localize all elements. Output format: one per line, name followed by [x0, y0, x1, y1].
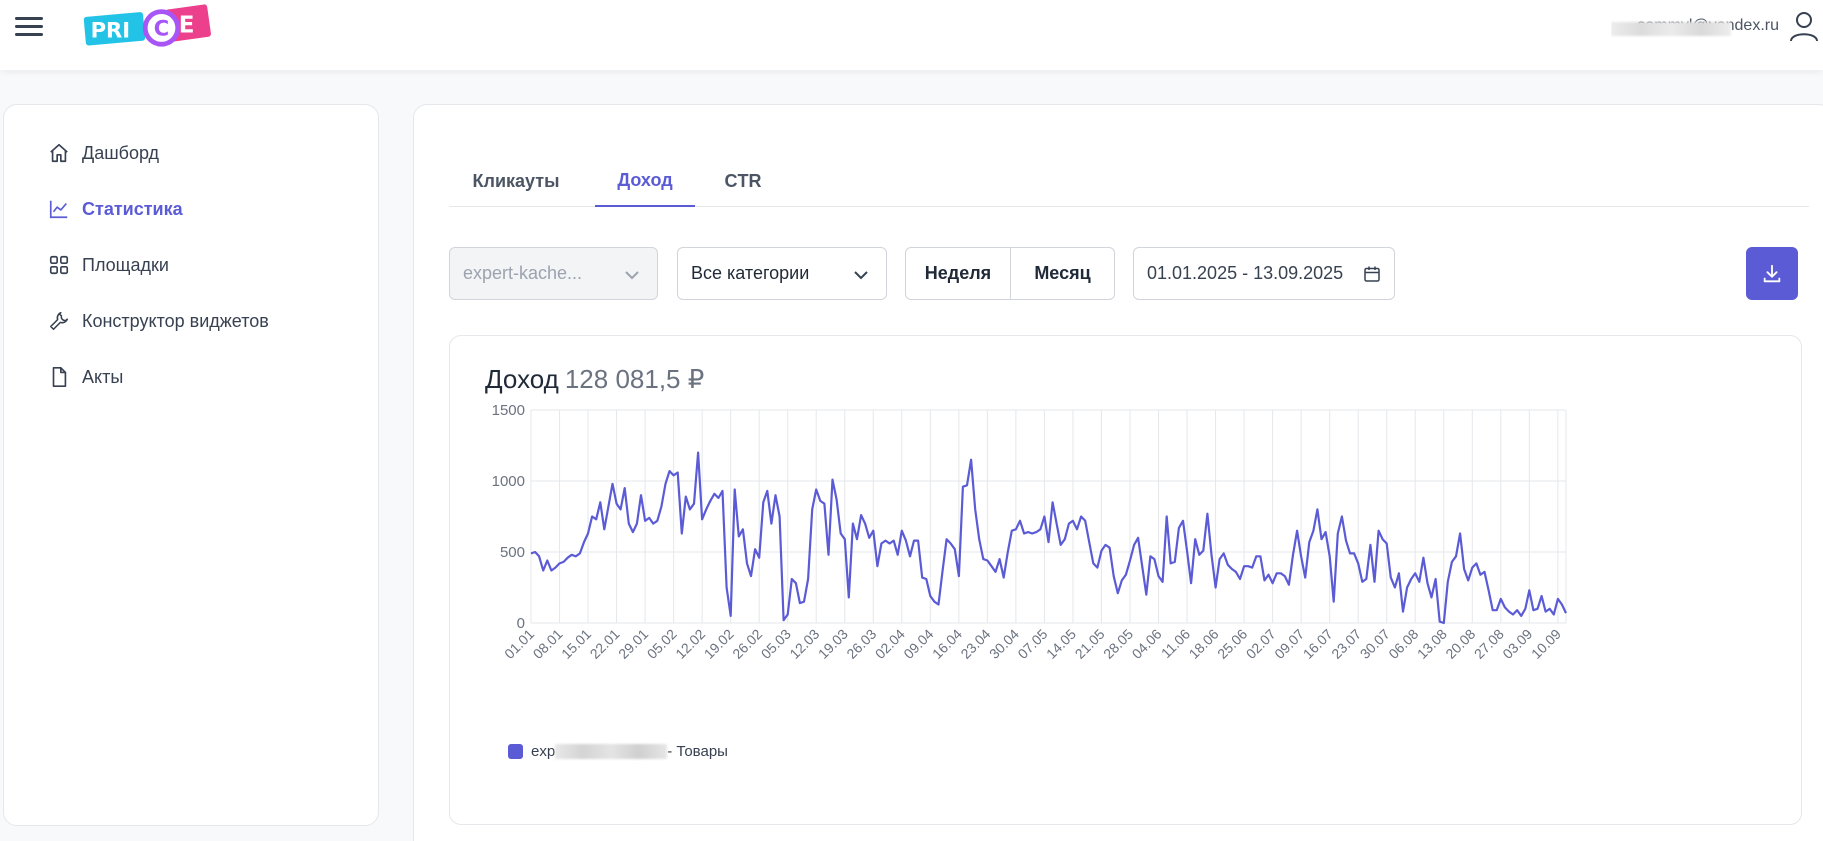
legend-label-prefix: exp: [531, 742, 556, 760]
x-tick-label: 23.07: [1328, 626, 1364, 662]
x-tick-label: 28.05: [1100, 626, 1136, 662]
y-tick-label: 1000: [492, 473, 525, 490]
x-tick-label: 13.08: [1414, 626, 1450, 662]
sidebar-item-label: Конструктор виджетов: [82, 310, 269, 331]
x-tick-label: 16.07: [1300, 626, 1336, 662]
x-tick-label: 15.01: [558, 626, 594, 662]
document-icon: [52, 367, 67, 387]
site-select[interactable]: expert-kache...: [449, 247, 658, 300]
date-range-value: 01.01.2025 - 13.09.2025: [1147, 263, 1344, 283]
date-range-picker[interactable]: 01.01.2025 - 13.09.2025: [1133, 247, 1395, 300]
x-tick-label: 09.04: [900, 626, 936, 662]
calendar-icon: [1364, 266, 1380, 282]
sidebar-item-statistics[interactable]: Статистика: [48, 195, 183, 223]
chart-total-value: 128 081,5 ₽: [564, 364, 705, 394]
chart-title-text: Доход: [485, 364, 559, 394]
sidebar-item-acts[interactable]: Акты: [48, 363, 123, 391]
chevron-down-icon: [625, 271, 639, 280]
tab-ctr[interactable]: CTR: [724, 170, 762, 191]
wrench-icon: [49, 311, 69, 331]
chart-legend[interactable]: exp - Товары: [508, 741, 728, 761]
x-tick-label: 07.05: [1014, 626, 1050, 662]
x-tick-label: 25.06: [1214, 626, 1250, 662]
sidebar-item-label: Акты: [82, 366, 124, 387]
x-tick-label: 18.06: [1186, 626, 1222, 662]
tab-clickouts[interactable]: Кликауты: [472, 170, 560, 191]
category-select-value: Все категории: [691, 263, 810, 283]
user-email[interactable]: sommyl@yandex.ru: [1611, 14, 1783, 40]
x-tick-label: 26.03: [843, 626, 879, 662]
x-tick-label: 03.09: [1499, 626, 1535, 662]
sidebar-item-dashboard[interactable]: Дашборд: [48, 139, 159, 167]
sidebar: Дашборд Статистика Площадки Конструктор …: [3, 104, 379, 826]
x-tick-label: 02.04: [872, 626, 908, 662]
x-tick-label: 02.07: [1243, 626, 1279, 662]
legend-swatch: [508, 743, 523, 759]
menu-icon[interactable]: [15, 15, 43, 37]
chevron-down-icon: [854, 271, 868, 280]
x-tick-label: 20.08: [1442, 626, 1478, 662]
sidebar-item-label: Статистика: [82, 198, 183, 219]
logo-letters-cyan: PRI: [91, 18, 131, 43]
x-tick-label: 21.05: [1071, 626, 1107, 662]
x-tick-label: 14.05: [1043, 626, 1079, 662]
download-button[interactable]: [1746, 247, 1798, 300]
price-logo[interactable]: PRI C E: [82, 3, 217, 49]
x-tick-label: 22.01: [587, 626, 623, 662]
legend-label-suffix: - Товары: [667, 742, 728, 760]
y-tick-label: 500: [500, 544, 525, 561]
grid-icon: [49, 255, 69, 275]
x-tick-label: 27.08: [1471, 626, 1507, 662]
site-select-value: expert-kache...: [463, 263, 583, 283]
revenue-line-chart: 05001000150001.0108.0115.0122.0129.0105.…: [492, 402, 1567, 662]
revenue-chart-card: Доход 128 081,5 ₽ 0 500 1000 1500 01.01 08.01 1…: [449, 335, 1802, 825]
home-icon: [50, 143, 68, 163]
x-tick-label: 26.02: [729, 626, 765, 662]
x-tick-label: 04.06: [1129, 626, 1165, 662]
x-tick-label: 19.02: [701, 626, 737, 662]
sidebar-item-sites[interactable]: Площадки: [48, 251, 169, 279]
email-redaction: [1611, 22, 1731, 36]
category-select[interactable]: Все категории: [677, 247, 887, 300]
user-icon[interactable]: [1789, 10, 1819, 42]
x-tick-label: 11.06: [1158, 626, 1194, 662]
y-tick-label: 1500: [492, 402, 525, 419]
sidebar-item-label: Дашборд: [82, 142, 160, 163]
y-tick-label: 0: [517, 615, 525, 632]
download-icon: [1763, 264, 1781, 282]
x-tick-label: 06.08: [1385, 626, 1421, 662]
logo-letter-c: C: [154, 16, 169, 41]
top-header: PRI C E sommyl@yandex.ru: [0, 0, 1823, 70]
logo-letter-e: E: [179, 13, 195, 39]
legend-redaction: [555, 743, 668, 759]
x-tick-label: 12.02: [672, 626, 708, 662]
x-tick-label: 19.03: [815, 626, 851, 662]
x-tick-label: 30.07: [1357, 626, 1393, 662]
x-tick-label: 30.04: [986, 626, 1022, 662]
period-week-button[interactable]: Неделя: [924, 263, 992, 283]
x-tick-label: 09.07: [1271, 626, 1307, 662]
main-panel: Кликауты Доход CTR expert-kache... Все к…: [413, 104, 1823, 841]
period-month-button[interactable]: Месяц: [1010, 248, 1114, 299]
x-tick-label: 08.01: [530, 626, 566, 662]
x-tick-label: 10.09: [1528, 626, 1564, 662]
x-tick-label: 29.01: [615, 626, 651, 662]
chart-title: Доход 128 081,5 ₽: [485, 364, 704, 395]
x-tick-label: 01.01: [501, 626, 537, 662]
x-tick-label: 05.03: [758, 626, 794, 662]
sidebar-item-widget-builder[interactable]: Конструктор виджетов: [48, 307, 269, 335]
tab-revenue[interactable]: Доход: [595, 155, 695, 207]
x-tick-label: 12.03: [786, 626, 822, 662]
series-line: [530, 451, 1567, 625]
x-tick-label: 05.02: [644, 626, 680, 662]
x-tick-label: 16.04: [929, 626, 965, 662]
chart-line-icon: [49, 200, 68, 219]
tab-bar: Кликауты Доход CTR: [449, 155, 1809, 207]
x-tick-label: 23.04: [957, 626, 993, 662]
sidebar-item-label: Площадки: [82, 254, 169, 275]
period-toggle: Неделя Месяц: [905, 247, 1115, 300]
